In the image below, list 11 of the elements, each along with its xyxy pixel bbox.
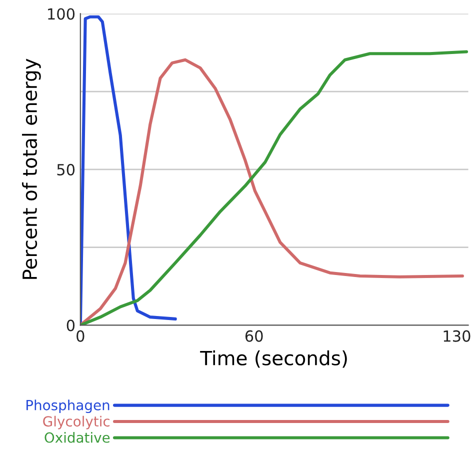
y-tick-label: 50	[57, 164, 75, 176]
text: Glycolytic	[43, 416, 110, 430]
x-tick-label: 60	[245, 330, 263, 342]
x-tick-label: 0	[76, 330, 84, 342]
y-axis-title: Percent of total energy	[22, 58, 41, 279]
text: Phosphagen	[26, 400, 110, 414]
text: Oxidative	[44, 432, 110, 443]
x-tick-label: 130	[444, 330, 470, 342]
x-axis-title: Time (seconds)	[200, 350, 347, 368]
y-tick-label: 100	[48, 8, 75, 20]
y-tick-label: 0	[66, 320, 75, 332]
